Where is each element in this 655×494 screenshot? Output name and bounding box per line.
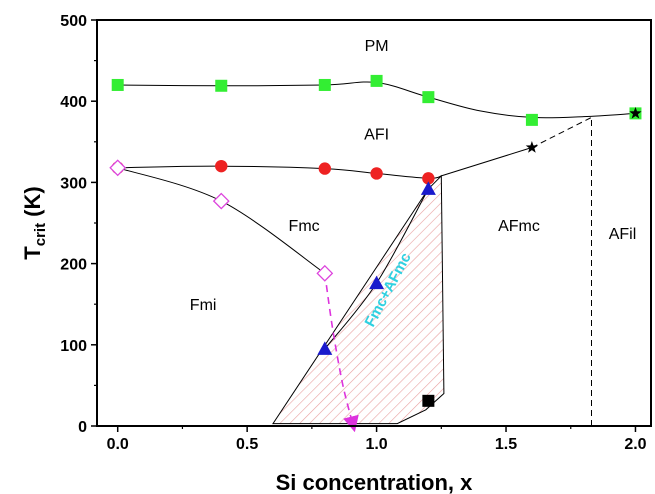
marker-triangle-3-0 <box>317 341 333 355</box>
x-tick-label-4: 2.0 <box>624 436 646 453</box>
y-tick-label-1: 100 <box>60 338 87 355</box>
marker-star-4-1 <box>629 106 642 119</box>
region-label-2: Fmc <box>289 218 320 235</box>
phase-boundary-2 <box>441 147 533 177</box>
marker-circle-1-3 <box>370 167 383 180</box>
phase-boundary-6 <box>324 273 359 433</box>
marker-circle-1-2 <box>318 162 332 175</box>
x-tick-label-3: 1.5 <box>495 436 517 453</box>
marker-open-diamond-2-1 <box>212 192 230 210</box>
region-label-5: AFil <box>609 226 637 243</box>
marker-triangle-3-1 <box>369 275 385 290</box>
phase-boundary-3 <box>531 116 592 148</box>
phase-boundary-0 <box>117 81 636 119</box>
marker-open-diamond-2-0 <box>109 159 127 177</box>
y-tick-label-3: 300 <box>60 175 87 192</box>
marker-open-diamond-2-2 <box>316 264 334 282</box>
marker-square-5-0 <box>422 394 435 407</box>
y-axis-title: Tcrit (K) <box>20 186 49 259</box>
x-tick-label-0: 0.0 <box>107 436 129 453</box>
region-label-3: Fmi <box>190 297 217 314</box>
marker-square-0-1 <box>215 79 228 92</box>
y-tick-label-2: 200 <box>60 257 87 274</box>
x-tick-label-1: 0.5 <box>236 436 258 453</box>
marker-square-0-4 <box>422 91 435 104</box>
marker-square-0-5 <box>525 113 538 126</box>
marker-circle-1-4 <box>422 172 435 185</box>
y-axis-title-main: T <box>20 246 45 260</box>
x-axis-title: Si concentration, x <box>276 470 474 494</box>
y-axis-title-subscript: crit <box>32 223 49 246</box>
marker-square-0-0 <box>111 78 124 91</box>
marker-triangle-3-2 <box>420 181 436 195</box>
y-tick-label-5: 500 <box>60 13 87 30</box>
mixed-phase-region <box>272 174 445 425</box>
ticks-layer: 0.0 0.5 1.0 1.5 2.0 0 100 200 300 400 500 <box>60 13 646 453</box>
region-label-1: AFI <box>364 126 389 143</box>
marker-square-0-2 <box>318 78 331 91</box>
y-tick-label-0: 0 <box>78 419 87 436</box>
region-label-0: PM <box>365 38 389 55</box>
y-tick-label-4: 400 <box>60 94 87 111</box>
phase-boundary-1 <box>117 165 442 179</box>
marker-star-4-0 <box>525 141 539 153</box>
marker-square-0-3 <box>370 74 383 87</box>
x-tick-label-2: 1.0 <box>365 436 387 453</box>
marker-circle-1-1 <box>215 159 228 173</box>
y-axis-title-unit: (K) <box>20 186 45 223</box>
region-label-4: AFmc <box>498 218 540 235</box>
